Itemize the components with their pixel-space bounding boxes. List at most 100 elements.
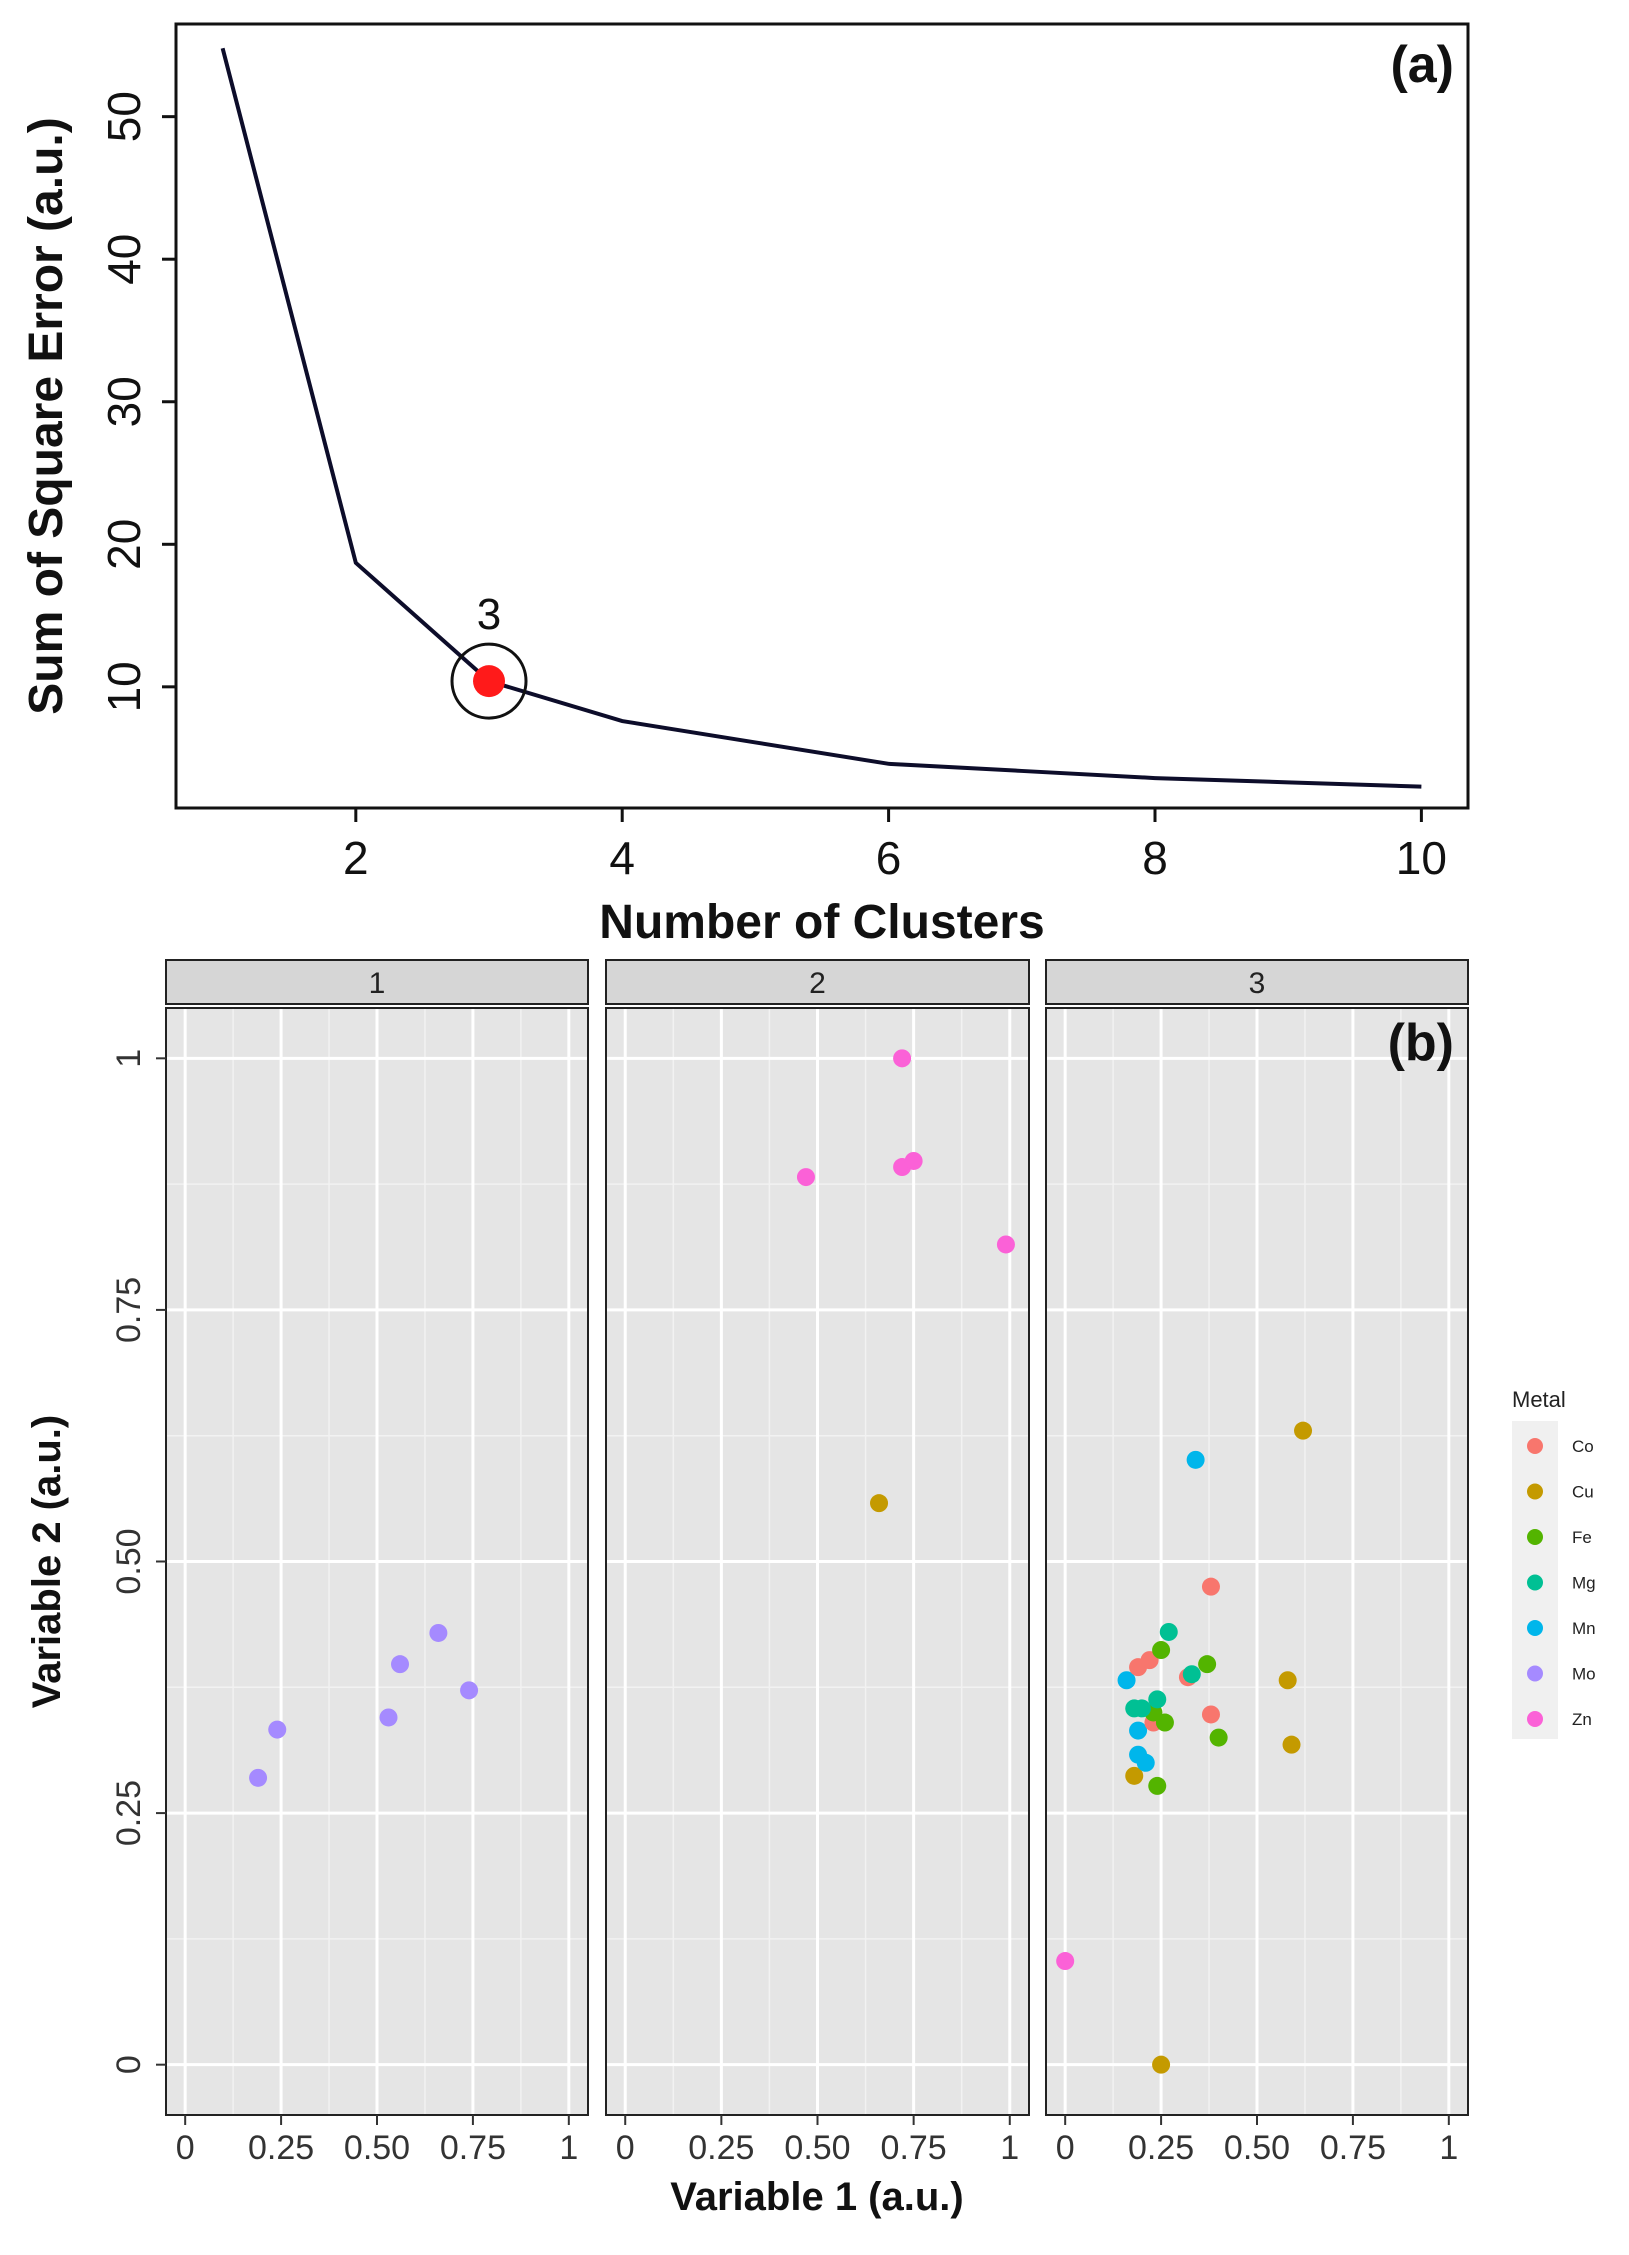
x-tick-label: 0.50 xyxy=(1224,2129,1290,2167)
x-tick-label: 10 xyxy=(1396,832,1447,884)
facet-1: 1 0 0.25 0.50 0.75 1 xyxy=(165,959,589,2167)
y-tick-label: 30 xyxy=(98,376,150,427)
point-mn xyxy=(1129,1721,1148,1740)
x-tick-label: 0 xyxy=(1056,2129,1075,2167)
point-fe xyxy=(1148,1776,1167,1795)
facet-3: 3 0 0.25 0.50 0.75 1 xyxy=(1045,959,1469,2167)
legend-label: Mn xyxy=(1572,1619,1596,1638)
point-mg xyxy=(1159,1622,1178,1641)
legend-key-co xyxy=(1527,1438,1543,1454)
x-tick-label: 0.25 xyxy=(688,2129,754,2167)
point-zn xyxy=(796,1168,815,1187)
x-tick-label: 0.25 xyxy=(248,2129,314,2167)
y-tick-label: 1 xyxy=(110,1049,148,1068)
y-tick-label: 10 xyxy=(98,661,150,712)
x-tick-label: 0.25 xyxy=(1128,2129,1194,2167)
legend-label: Mo xyxy=(1572,1665,1596,1684)
x-tick-label: 1 xyxy=(559,2129,578,2167)
y-tick-label: 50 xyxy=(98,91,150,142)
facet-strip-label: 3 xyxy=(1249,967,1266,1000)
point-zn xyxy=(893,1049,912,1068)
point-fe xyxy=(1155,1713,1174,1732)
point-cu xyxy=(1282,1735,1301,1754)
x-tick-label: 0.75 xyxy=(1320,2129,1386,2167)
legend-label: Cu xyxy=(1572,1483,1594,1502)
point-mo xyxy=(429,1623,448,1642)
point-mo xyxy=(460,1681,479,1700)
x-tick-label: 0.50 xyxy=(784,2129,850,2167)
x-tick-label: 1 xyxy=(1439,2129,1458,2167)
panel-b-y-title: Variable 2 (a.u.) xyxy=(25,1415,69,1708)
point-mn xyxy=(1186,1450,1205,1469)
point-zn xyxy=(1056,1952,1075,1971)
facet-strip-label: 2 xyxy=(809,967,826,1000)
y-tick-label: 20 xyxy=(98,519,150,570)
x-tick-label: 0 xyxy=(176,2129,195,2167)
panel-a: 2 4 6 8 10 10 20 30 40 50 3 (a) Number of Clusters Su… xyxy=(20,22,1470,949)
y-tick-label: 0.75 xyxy=(110,1277,148,1343)
point-co xyxy=(1201,1705,1220,1724)
point-cu xyxy=(870,1494,889,1513)
panel-b-tag: (b) xyxy=(1388,1014,1454,1072)
legend-key-cu xyxy=(1527,1483,1543,1500)
legend: Metal Co Cu Fe Mg Mn Mo Zn xyxy=(1512,1387,1596,1739)
point-fe xyxy=(1198,1655,1217,1674)
legend-label: Co xyxy=(1572,1437,1594,1456)
y-tick-label: 40 xyxy=(98,234,150,285)
x-tick-label: 0.75 xyxy=(440,2129,506,2167)
elbow-point xyxy=(473,665,506,698)
legend-title: Metal xyxy=(1512,1387,1566,1412)
legend-label: Fe xyxy=(1572,1528,1592,1547)
legend-key-mo xyxy=(1527,1665,1543,1682)
legend-label: Mg xyxy=(1572,1574,1596,1593)
legend-key-fe xyxy=(1527,1529,1543,1545)
point-mo xyxy=(268,1720,287,1739)
facet-strip xyxy=(1045,959,1469,1005)
point-fe xyxy=(1152,1641,1171,1660)
facet-strip xyxy=(605,959,1030,1005)
point-mg xyxy=(1132,1699,1151,1718)
x-tick-label: 0 xyxy=(616,2129,635,2167)
y-tick-label: 0.50 xyxy=(110,1528,148,1594)
point-cu xyxy=(1152,2055,1171,2074)
point-co xyxy=(1201,1577,1220,1596)
x-tick-label: 8 xyxy=(1142,832,1168,884)
x-tick-label: 0.50 xyxy=(344,2129,410,2167)
legend-label: Zn xyxy=(1572,1710,1592,1729)
facet-2: 2 0 0.25 0.50 0.75 1 xyxy=(605,959,1030,2167)
point-mg xyxy=(1148,1690,1167,1709)
point-cu xyxy=(1294,1421,1313,1440)
sse-line xyxy=(220,47,1422,789)
legend-key-mg xyxy=(1527,1574,1543,1591)
facet-strip xyxy=(165,959,589,1005)
legend-key-zn xyxy=(1527,1711,1543,1727)
point-fe xyxy=(1209,1728,1228,1747)
point-mo xyxy=(391,1655,410,1674)
point-cu xyxy=(1278,1671,1297,1690)
point-zn xyxy=(996,1235,1015,1254)
elbow-circle xyxy=(450,642,528,720)
point-cu xyxy=(1125,1766,1144,1785)
x-tick-label: 2 xyxy=(343,832,369,884)
point-mo xyxy=(249,1768,268,1787)
elbow-label: 3 xyxy=(477,590,501,639)
panel-a-tag: (a) xyxy=(1390,36,1454,94)
facet-strip-label: 1 xyxy=(369,967,386,1000)
legend-key-mn xyxy=(1527,1620,1543,1636)
panel-a-frame xyxy=(174,22,1470,810)
x-tick-label: 0.75 xyxy=(881,2129,947,2167)
y-tick-label: 0.25 xyxy=(110,1780,148,1846)
point-mn xyxy=(1136,1753,1155,1772)
x-tick-label: 1 xyxy=(1000,2129,1019,2167)
panel-a-x-title: Number of Clusters xyxy=(599,896,1044,949)
point-mg xyxy=(1182,1665,1201,1684)
x-tick-label: 4 xyxy=(609,832,635,884)
x-tick-label: 6 xyxy=(876,832,902,884)
panel-b: 10 0.25 0.50 0.75 120 0.25 0.50 0.75 130 0.25 0.50… xyxy=(25,959,1596,2219)
panel-a-y-title: Sum of Square Error (a.u.) xyxy=(20,117,73,714)
point-mn xyxy=(1117,1671,1136,1690)
point-zn xyxy=(904,1151,923,1170)
panel-b-x-title: Variable 1 (a.u.) xyxy=(670,2175,963,2219)
point-mo xyxy=(379,1708,398,1727)
